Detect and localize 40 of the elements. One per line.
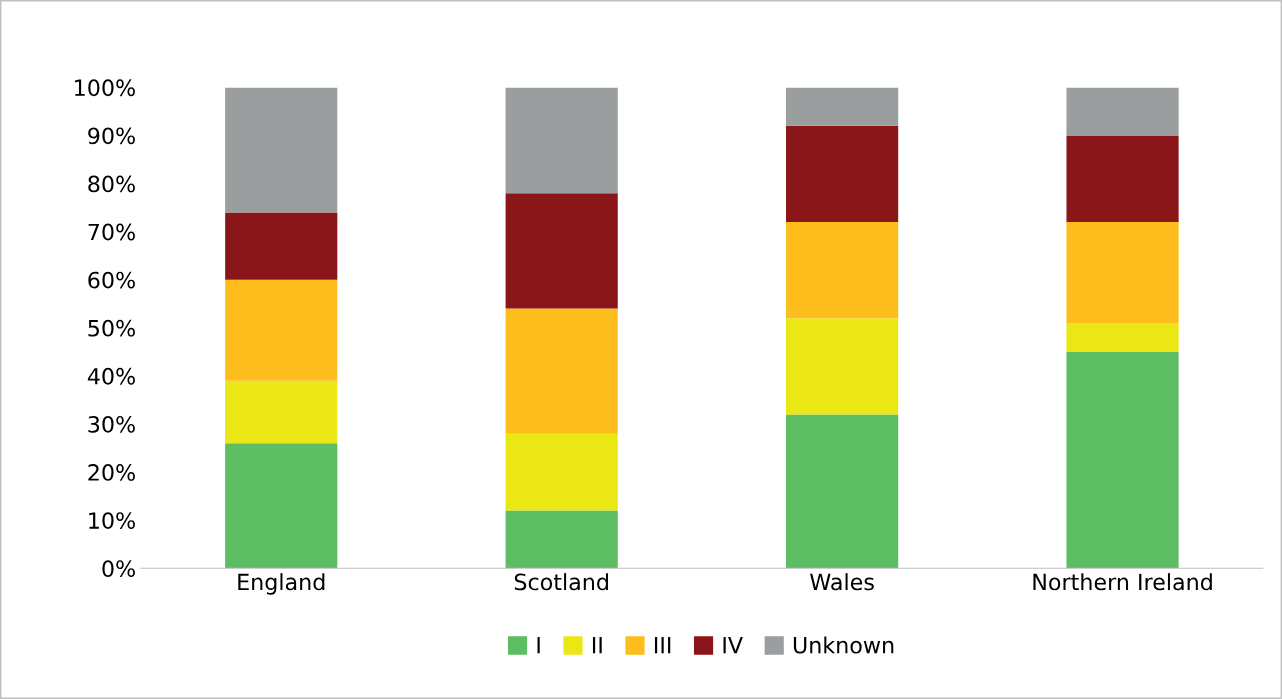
y-tick-label: 0% — [102, 560, 135, 578]
bar — [505, 193, 618, 309]
legend-label: II — [592, 637, 602, 654]
bar — [786, 318, 899, 415]
bar — [505, 433, 618, 511]
bar — [786, 125, 899, 223]
x-tick-label: Scotland — [514, 573, 608, 591]
bar — [505, 510, 618, 569]
y-tick-label: 40% — [87, 367, 135, 385]
bar — [225, 87, 338, 213]
y-tick-label: 50% — [88, 319, 135, 337]
bar — [225, 279, 338, 381]
bar — [225, 380, 338, 444]
legend-label: I — [537, 637, 540, 654]
legend-label: IV — [723, 637, 743, 654]
bar — [1066, 222, 1179, 324]
bar — [1066, 323, 1179, 352]
y-tick-label: 30% — [88, 415, 135, 433]
bar — [225, 212, 338, 280]
x-tick-label: Wales — [810, 573, 874, 591]
bar — [1066, 135, 1179, 223]
y-tick-label: 20% — [88, 464, 135, 481]
y-tick-label: 70% — [88, 223, 135, 241]
bar — [1066, 351, 1179, 569]
bar — [505, 308, 618, 434]
y-tick-label: 10% — [89, 512, 135, 529]
x-tick-label: England — [238, 573, 325, 595]
legend-label: Unknown — [793, 636, 894, 654]
x-tick-label: Northern Ireland — [1033, 573, 1212, 591]
bar — [505, 87, 618, 194]
y-tick-label: 80% — [88, 175, 135, 193]
bar — [786, 414, 899, 569]
y-tick-label: 60% — [88, 271, 135, 289]
bar — [786, 222, 899, 319]
legend-label: III — [654, 637, 671, 654]
y-tick-label: 100% — [75, 79, 135, 97]
bar — [1066, 87, 1179, 136]
y-tick-label: 90% — [88, 127, 135, 145]
bar — [225, 443, 338, 569]
bar — [786, 87, 899, 126]
